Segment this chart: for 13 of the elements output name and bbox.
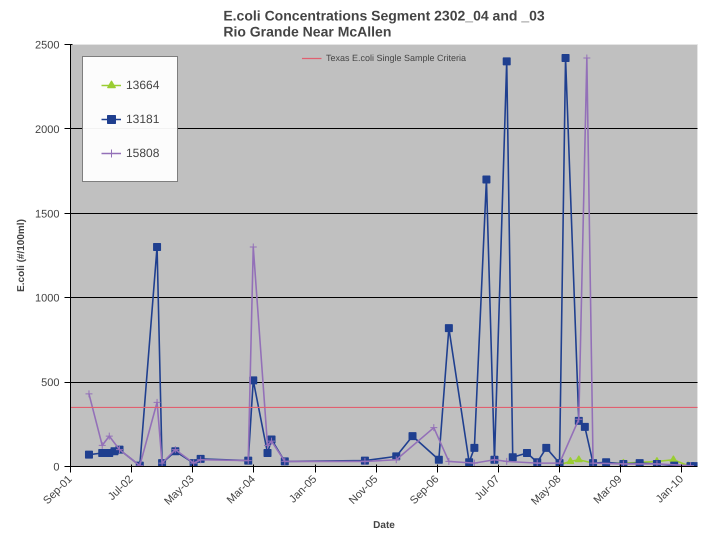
x-axis-title: Date xyxy=(373,520,396,531)
legend-label: 15808 xyxy=(126,146,160,160)
y-axis-title: E.coli (#/100ml) xyxy=(16,219,28,292)
chart-title: E.coli Concentrations Segment 2302_04 and _03 Rio Grande Near McAllen xyxy=(223,8,545,40)
y-tick-label: 2000 xyxy=(35,124,60,136)
legend-label: 13664 xyxy=(126,78,160,92)
legend-label: 13181 xyxy=(126,112,160,126)
y-tick-label: 2500 xyxy=(35,40,60,52)
legend-label: Texas E.coli Single Sample Criteria xyxy=(326,53,466,63)
y-tick-label: 1000 xyxy=(35,292,60,305)
y-tick-label: 0 xyxy=(53,462,60,474)
y-tick-label: 1500 xyxy=(35,208,60,220)
y-tick-label: 500 xyxy=(41,377,60,390)
